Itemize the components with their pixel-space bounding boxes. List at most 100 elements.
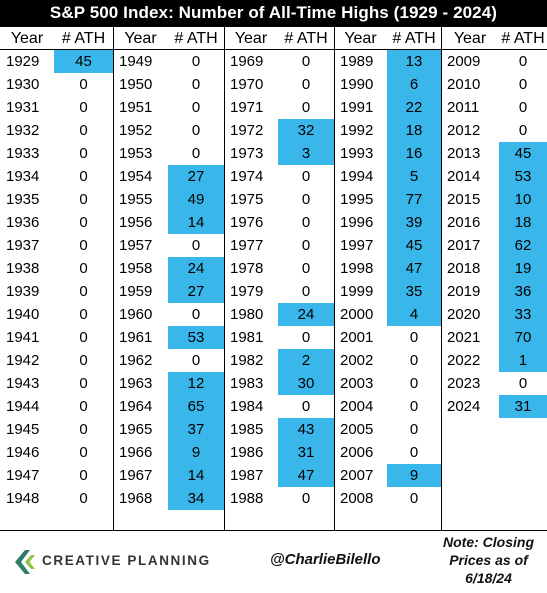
ath-count-cell: 0 <box>79 490 88 507</box>
year-cell: 1944 <box>6 398 40 415</box>
year-cell: 2003 <box>340 375 374 392</box>
header-ath: # ATH <box>54 26 113 50</box>
year-cell: 1951 <box>119 99 153 116</box>
year-cell: 2004 <box>340 398 374 415</box>
header-ath: # ATH <box>387 26 441 50</box>
header-ath: # ATH <box>168 26 224 50</box>
ath-count-cell: 14 <box>168 211 224 234</box>
ath-count-cell: 39 <box>387 211 441 234</box>
header-ath: # ATH <box>278 26 334 50</box>
year-cell: 1929 <box>6 53 40 70</box>
year-cell: 2008 <box>340 490 374 507</box>
year-cell: 1967 <box>119 467 153 484</box>
ath-count-cell: 0 <box>79 145 88 162</box>
year-cell: 2007 <box>340 467 374 484</box>
ath-count-cell: 0 <box>409 352 419 369</box>
year-cell: 1965 <box>119 421 153 438</box>
year-cell: 1940 <box>6 306 40 323</box>
ath-count-cell: 0 <box>79 237 88 254</box>
year-cell: 2006 <box>340 444 374 461</box>
ath-count-cell: 31 <box>499 395 547 418</box>
ath-count-cell: 0 <box>518 53 528 70</box>
ath-count-cell: 0 <box>301 260 311 277</box>
year-cell: 1948 <box>6 490 40 507</box>
year-cell: 1936 <box>6 214 40 231</box>
ath-count-cell: 13 <box>387 50 441 73</box>
year-cell: 1968 <box>119 490 153 507</box>
column-divider <box>224 26 225 530</box>
year-cell: 2011 <box>447 99 480 116</box>
ath-count-cell: 0 <box>79 122 88 139</box>
year-cell: 2009 <box>447 53 481 70</box>
year-cell: 1987 <box>230 467 264 484</box>
ath-count-cell: 0 <box>301 214 311 231</box>
year-cell: 1985 <box>230 421 264 438</box>
ath-count-cell: 0 <box>79 421 88 438</box>
ath-count-cell: 0 <box>518 122 528 139</box>
year-cell: 1938 <box>6 260 40 277</box>
ath-count-cell: 3 <box>278 142 334 165</box>
ath-count-cell: 47 <box>387 257 441 280</box>
year-cell: 1943 <box>6 375 40 392</box>
ath-count-cell: 77 <box>387 188 441 211</box>
ath-count-cell: 0 <box>301 237 311 254</box>
ath-count-cell: 19 <box>499 257 547 280</box>
year-cell: 1966 <box>119 444 153 461</box>
ath-count-cell: 65 <box>168 395 224 418</box>
year-cell: 2019 <box>447 283 481 300</box>
year-cell: 2013 <box>447 145 481 162</box>
year-cell: 1997 <box>340 237 374 254</box>
creative-planning-logo-icon <box>15 550 35 574</box>
year-cell: 1996 <box>340 214 374 231</box>
year-cell: 1964 <box>119 398 153 415</box>
ath-count-cell: 31 <box>278 441 334 464</box>
year-cell: 1977 <box>230 237 264 254</box>
year-cell: 1971 <box>230 99 264 116</box>
ath-count-cell: 0 <box>79 283 88 300</box>
year-cell: 1941 <box>6 329 40 346</box>
year-cell: 1952 <box>119 122 153 139</box>
ath-count-cell: 0 <box>79 214 88 231</box>
ath-count-cell: 24 <box>168 257 224 280</box>
ath-count-cell: 49 <box>168 188 224 211</box>
ath-count-cell: 0 <box>191 76 201 93</box>
ath-count-cell: 0 <box>518 99 528 116</box>
ath-count-cell: 43 <box>278 418 334 441</box>
year-cell: 1976 <box>230 214 264 231</box>
year-cell: 2018 <box>447 260 481 277</box>
year-cell: 1955 <box>119 191 153 208</box>
ath-count-cell: 30 <box>278 372 334 395</box>
year-cell: 1937 <box>6 237 40 254</box>
year-cell: 2000 <box>340 306 374 323</box>
column-divider <box>113 26 114 530</box>
ath-count-cell: 0 <box>79 375 88 392</box>
year-cell: 1994 <box>340 168 374 185</box>
ath-count-cell: 0 <box>301 490 311 507</box>
year-cell: 2022 <box>447 352 481 369</box>
ath-count-cell: 47 <box>278 464 334 487</box>
table-bottom-border <box>0 530 547 531</box>
year-cell: 1969 <box>230 53 264 70</box>
ath-count-cell: 0 <box>409 375 419 392</box>
year-cell: 1942 <box>6 352 40 369</box>
ath-count-cell: 24 <box>278 303 334 326</box>
year-cell: 2014 <box>447 168 481 185</box>
header-year: Year <box>0 26 54 50</box>
logo-text: CREATIVE PLANNING <box>42 553 211 568</box>
year-cell: 1984 <box>230 398 264 415</box>
column-divider <box>334 26 335 530</box>
ath-count-cell: 9 <box>168 441 224 464</box>
ath-count-cell: 0 <box>301 283 311 300</box>
ath-count-cell: 34 <box>168 487 224 510</box>
year-cell: 1973 <box>230 145 264 162</box>
year-cell: 1932 <box>6 122 40 139</box>
footer: CREATIVE PLANNING @CharlieBilello Note: … <box>0 531 547 593</box>
year-cell: 1986 <box>230 444 264 461</box>
year-cell: 1935 <box>6 191 40 208</box>
note-line: 6/18/24 <box>465 570 512 586</box>
ath-count-cell: 0 <box>191 237 201 254</box>
year-cell: 1983 <box>230 375 264 392</box>
ath-count-cell: 53 <box>168 326 224 349</box>
ath-count-cell: 0 <box>301 329 311 346</box>
header-year: Year <box>334 26 387 50</box>
